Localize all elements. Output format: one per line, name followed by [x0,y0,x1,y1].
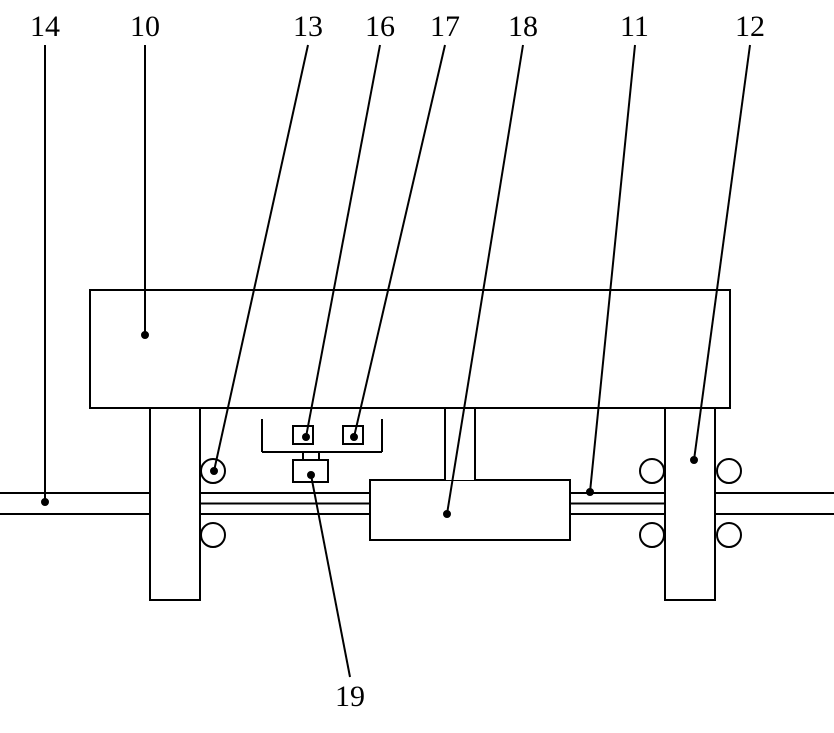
callout-label-13: 13 [293,10,323,44]
callout-label-14: 14 [30,10,60,44]
callout-label-17: 17 [430,10,460,44]
callout-label-16: 16 [365,10,395,44]
diagram-svg [0,0,834,733]
callout-label-19: 19 [335,680,365,714]
callout-label-12: 12 [735,10,765,44]
callout-label-11: 11 [620,10,649,44]
diagram-container: 14 10 13 16 17 18 11 12 19 [0,0,834,733]
callout-label-18: 18 [508,10,538,44]
callout-label-10: 10 [130,10,160,44]
